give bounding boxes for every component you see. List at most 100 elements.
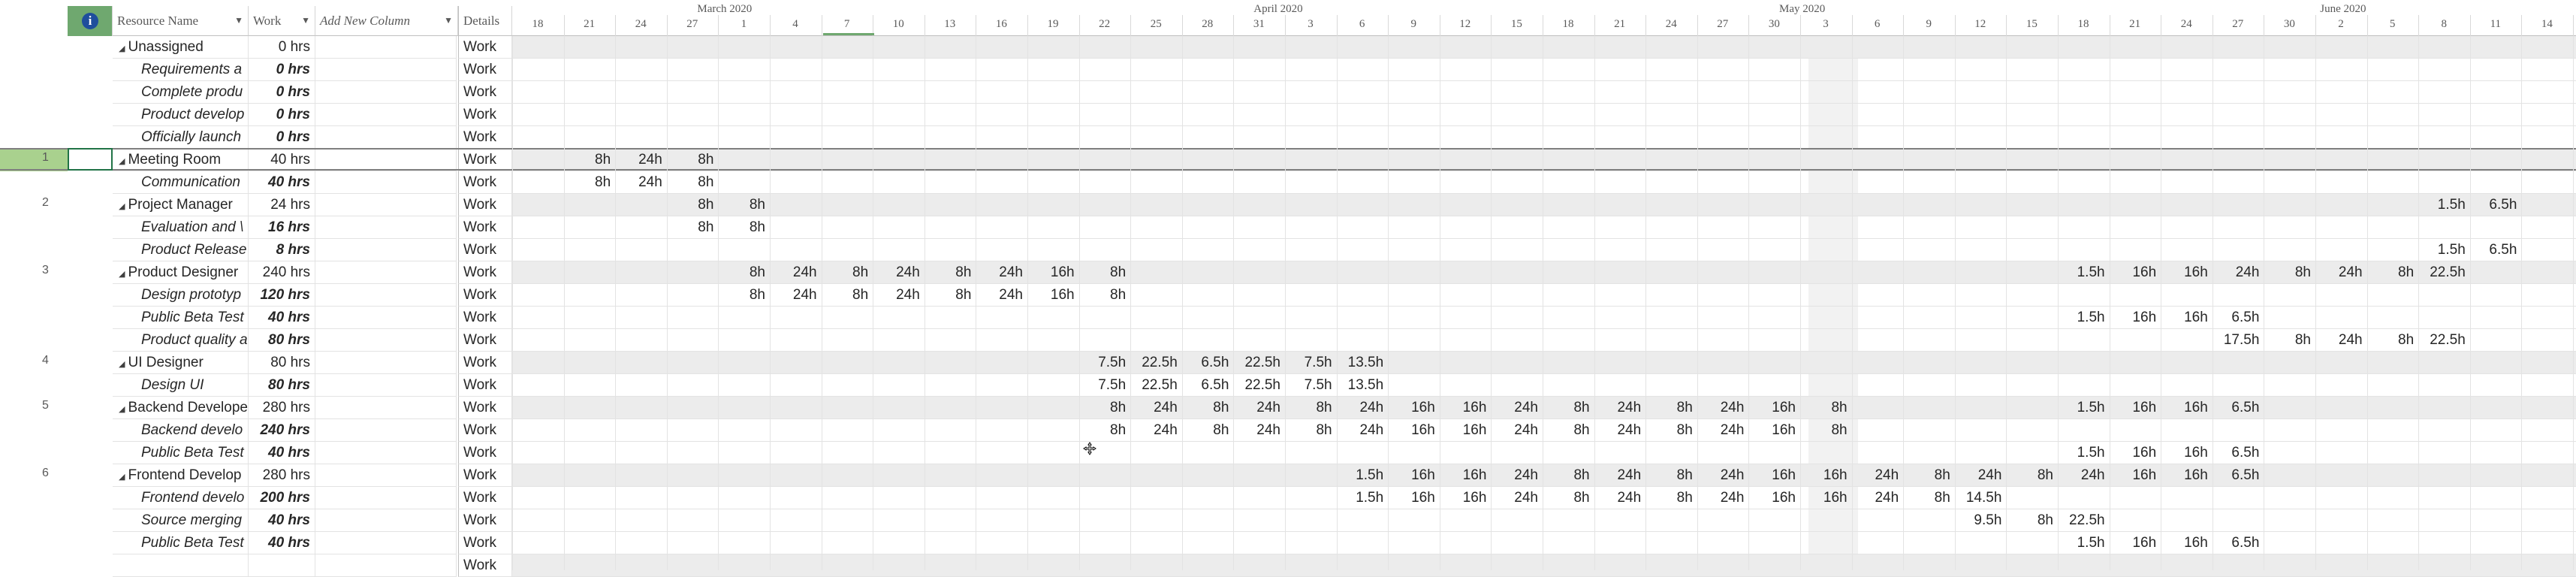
work-value-cell[interactable]: 6.5h: [2231, 467, 2260, 483]
resource-name-cell[interactable]: Product develop: [113, 104, 249, 126]
assignment-row[interactable]: Product Release 8 hrs Work 1.5h 6.5h: [0, 239, 2576, 261]
work-value-cell[interactable]: 7.5h: [1098, 377, 1127, 393]
work-cell[interactable]: 80 hrs: [249, 374, 315, 397]
resource-name-cell[interactable]: Officially launch: [113, 126, 249, 149]
row-number[interactable]: [0, 442, 68, 464]
work-value-cell[interactable]: 6.5h: [2489, 242, 2517, 258]
work-value-cell[interactable]: 16h: [1411, 422, 1435, 438]
work-value-cell[interactable]: 8h: [2294, 264, 2311, 280]
row-number[interactable]: [0, 171, 68, 194]
work-cell[interactable]: [249, 554, 315, 577]
assignment-row[interactable]: Officially launch 0 hrs Work: [0, 126, 2576, 149]
resource-name-cell[interactable]: Communication: [113, 171, 249, 194]
work-cell[interactable]: 40 hrs: [249, 307, 315, 329]
resource-row[interactable]: Work: [0, 554, 2576, 577]
add-new-column-cell[interactable]: [315, 464, 457, 487]
work-value-cell[interactable]: 8h: [749, 264, 765, 280]
assignment-row[interactable]: Design UI 80 hrs Work 7.5h 22.5h 6.5h 22.5h 7.5…: [0, 374, 2576, 397]
resource-name-cell[interactable]: Public Beta Test: [113, 307, 249, 329]
work-value-cell[interactable]: 1.5h: [2437, 197, 2466, 213]
work-value-cell[interactable]: 8h: [2398, 332, 2415, 348]
work-cell[interactable]: 16 hrs: [249, 216, 315, 239]
work-value-cell[interactable]: 24h: [999, 264, 1023, 280]
row-number[interactable]: [0, 104, 68, 126]
resource-name-cell[interactable]: ◢ Project Manager: [113, 194, 249, 216]
work-value-cell[interactable]: 8h: [1573, 400, 1590, 415]
work-value-cell[interactable]: 16h: [1772, 467, 1796, 483]
work-value-cell[interactable]: 16h: [2132, 467, 2157, 483]
resource-row[interactable]: 5 ◢ Backend Develope 280 hrs Work 8h 24h 8h 24h 8…: [0, 397, 2576, 419]
assignment-row[interactable]: Complete produ 0 hrs Work: [0, 81, 2576, 104]
work-value-cell[interactable]: 16h: [1462, 490, 1487, 506]
work-value-cell[interactable]: 22.5h: [2430, 332, 2466, 348]
work-value-cell[interactable]: 8h: [2294, 332, 2311, 348]
assignment-row[interactable]: Product develop 0 hrs Work: [0, 104, 2576, 126]
work-cell[interactable]: 0 hrs: [249, 81, 315, 104]
work-value-cell[interactable]: 16h: [2184, 264, 2208, 280]
work-value-cell[interactable]: 8h: [698, 152, 714, 168]
work-value-cell[interactable]: 8h: [2037, 512, 2053, 528]
resource-row[interactable]: 6 ◢ Frontend Develop 280 hrs Work 1.5h 16h 16h 2…: [0, 464, 2576, 487]
resource-name-cell[interactable]: [113, 554, 249, 577]
work-cell[interactable]: 0 hrs: [249, 36, 315, 59]
resource-name-column-header[interactable]: Resource Name ▼: [113, 6, 249, 36]
collapse-triangle-icon[interactable]: ◢: [119, 157, 125, 166]
work-value-cell[interactable]: 16h: [1772, 422, 1796, 438]
work-value-cell[interactable]: 8h: [955, 287, 972, 303]
work-value-cell[interactable]: 8h: [595, 152, 611, 168]
work-value-cell[interactable]: 13.5h: [1347, 355, 1384, 370]
work-value-cell[interactable]: 8h: [1676, 422, 1693, 438]
work-value-cell[interactable]: 24h: [1256, 422, 1280, 438]
chevron-down-icon[interactable]: ▼: [301, 15, 310, 26]
work-value-cell[interactable]: 8h: [2037, 467, 2053, 483]
work-value-cell[interactable]: 9.5h: [1974, 512, 2002, 528]
work-value-cell[interactable]: 8h: [852, 287, 869, 303]
work-value-cell[interactable]: 16h: [1462, 467, 1487, 483]
work-cell[interactable]: 200 hrs: [249, 487, 315, 509]
row-number[interactable]: 5: [42, 399, 49, 412]
resource-name-cell[interactable]: ◢ Meeting Room: [113, 149, 249, 171]
resource-row[interactable]: 3 ◢ Product Designer 240 hrs Work 8h 24h 8h 24h 8…: [0, 261, 2576, 284]
work-value-cell[interactable]: 8h: [1110, 400, 1127, 415]
work-value-cell[interactable]: 8h: [1110, 264, 1127, 280]
resource-name-cell[interactable]: ◢ Product Designer: [113, 261, 249, 284]
add-new-column-cell[interactable]: [315, 216, 457, 239]
work-value-cell[interactable]: 8h: [1934, 467, 1950, 483]
add-new-column-cell[interactable]: [315, 194, 457, 216]
work-value-cell[interactable]: 24h: [1514, 490, 1538, 506]
add-new-column-cell[interactable]: [315, 149, 457, 171]
add-new-column-cell[interactable]: [315, 59, 457, 81]
work-value-cell[interactable]: 22.5h: [2430, 264, 2466, 280]
work-value-cell[interactable]: 8h: [1213, 400, 1229, 415]
resource-name-cell[interactable]: Requirements a: [113, 59, 249, 81]
work-value-cell[interactable]: 24h: [2235, 264, 2260, 280]
work-value-cell[interactable]: 13.5h: [1347, 377, 1384, 393]
resource-name-cell[interactable]: ◢ Backend Develope: [113, 397, 249, 419]
work-value-cell[interactable]: 6.5h: [1201, 377, 1229, 393]
add-new-column-cell[interactable]: [315, 81, 457, 104]
work-value-cell[interactable]: 22.5h: [1244, 355, 1280, 370]
work-value-cell[interactable]: 16h: [2132, 445, 2157, 461]
work-value-cell[interactable]: 8h: [1676, 400, 1693, 415]
work-value-cell[interactable]: 16h: [1411, 400, 1435, 415]
work-value-cell[interactable]: 1.5h: [2077, 535, 2105, 551]
work-cell[interactable]: 40 hrs: [249, 532, 315, 554]
assignment-row[interactable]: Public Beta Test 40 hrs Work 1.5h 16h 16h 6.5h: [0, 307, 2576, 329]
work-value-cell[interactable]: 16h: [1462, 422, 1487, 438]
row-number[interactable]: [0, 284, 68, 307]
resource-name-cell[interactable]: Public Beta Test: [113, 532, 249, 554]
work-value-cell[interactable]: 24h: [1720, 467, 1745, 483]
add-new-column-cell[interactable]: [315, 36, 457, 59]
collapse-triangle-icon[interactable]: ◢: [119, 405, 125, 414]
work-value-cell[interactable]: 22.5h: [1142, 377, 1178, 393]
row-number[interactable]: [0, 81, 68, 104]
work-value-cell[interactable]: 24h: [638, 174, 662, 190]
collapse-triangle-icon[interactable]: ◢: [119, 270, 125, 279]
work-value-cell[interactable]: 8h: [955, 264, 972, 280]
work-cell[interactable]: 120 hrs: [249, 284, 315, 307]
row-number[interactable]: [0, 239, 68, 261]
add-new-column-cell[interactable]: [315, 487, 457, 509]
assignment-row[interactable]: Design prototyp 120 hrs Work 8h 24h 8h 24h 8h 24…: [0, 284, 2576, 307]
work-value-cell[interactable]: 6.5h: [2231, 310, 2260, 325]
work-value-cell[interactable]: 1.5h: [2077, 310, 2105, 325]
